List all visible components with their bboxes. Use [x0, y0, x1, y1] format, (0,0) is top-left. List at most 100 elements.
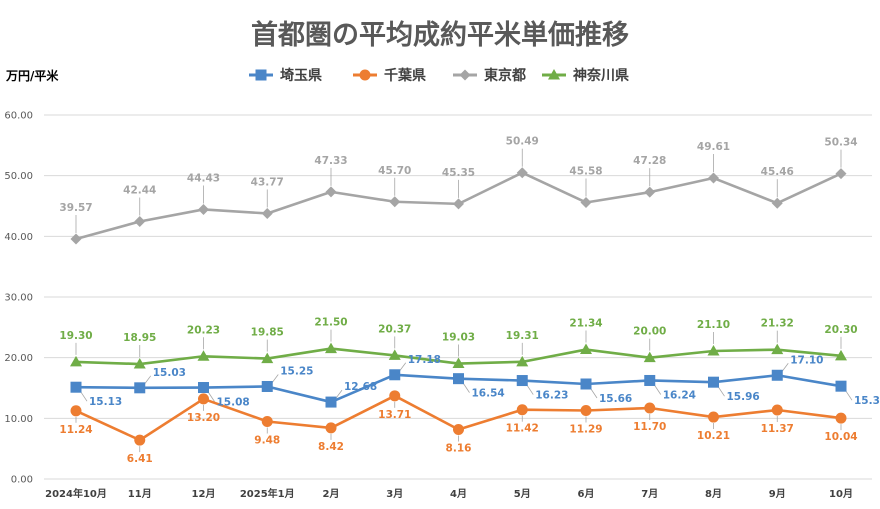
x-tick-label: 9月 [769, 488, 786, 500]
legend-label: 千葉県 [384, 67, 426, 84]
data-label: 20.37 [378, 323, 411, 335]
y-tick-label: 30.00 [4, 293, 33, 304]
data-point [198, 393, 209, 405]
x-tick-label: 4月 [450, 488, 467, 500]
legend: 埼玉県 千葉県 東京都 神奈川県 [249, 67, 629, 84]
y-tick-label: 50.00 [4, 171, 33, 182]
data-point [325, 342, 337, 354]
data-point [197, 350, 210, 361]
data-point [516, 404, 528, 416]
data-label: 47.28 [633, 155, 666, 167]
data-point [771, 404, 783, 416]
data-label: 43.77 [251, 176, 284, 188]
x-axis-ticks: 2024年10月 11月 12月 2025年1月 2月 3月 4月 5月 6月 7月 8月 9月 10月 [45, 487, 853, 500]
data-point [198, 382, 209, 394]
label-leader [526, 385, 534, 395]
legend-item-1[interactable]: 千葉県 [353, 67, 426, 84]
x-tick-label: 2月 [323, 488, 340, 500]
data-label: 45.70 [378, 165, 411, 177]
data-point [388, 349, 401, 360]
y-axis-unit-label: 万円/平米 [5, 68, 59, 83]
legend-item-2[interactable]: 東京都 [453, 67, 526, 84]
chart-title: 首都圏の平均成約平米単価推移 [251, 19, 629, 51]
data-label: 13.20 [187, 412, 220, 424]
legend-item-3[interactable]: 神奈川県 [542, 67, 629, 84]
data-point [516, 355, 529, 367]
data-point [835, 168, 847, 180]
data-label: 49.61 [697, 141, 730, 153]
data-label: 11.29 [569, 424, 602, 436]
data-point [771, 343, 784, 355]
data-label: 21.34 [569, 318, 602, 330]
data-point [452, 357, 465, 369]
data-label: 19.30 [59, 330, 92, 342]
data-point [644, 374, 656, 386]
data-point [835, 349, 847, 361]
y-tick-label: 0.00 [11, 475, 33, 486]
label-leader [144, 375, 152, 385]
legend-marker [548, 69, 560, 80]
data-label: 21.50 [314, 317, 347, 329]
label-leader [399, 362, 407, 372]
data-point [643, 351, 656, 363]
data-label: 16.24 [663, 389, 696, 401]
data-point [516, 167, 528, 179]
y-tick-label: 60.00 [4, 111, 33, 122]
legend-marker [459, 69, 471, 81]
data-label: 20.23 [187, 324, 220, 336]
data-label: 19.03 [442, 332, 475, 344]
data-label: 11.42 [506, 423, 539, 435]
data-label: 45.46 [761, 166, 794, 178]
data-point [70, 233, 82, 245]
data-point [261, 352, 274, 364]
data-point [707, 344, 720, 356]
x-tick-label: 8月 [705, 488, 722, 500]
data-label: 44.43 [187, 172, 220, 184]
series-markers [70, 167, 847, 446]
data-label: 18.95 [123, 332, 156, 344]
legend-marker [255, 69, 267, 81]
data-label: 16.23 [535, 390, 568, 402]
data-label: 19.31 [506, 330, 539, 342]
data-label: 6.41 [127, 453, 153, 465]
data-point [453, 423, 464, 435]
x-tick-label: 2025年1月 [240, 487, 295, 500]
label-leader [845, 390, 853, 401]
data-label: 10.21 [697, 430, 730, 442]
data-label-leaders [75, 148, 853, 453]
y-tick-label: 40.00 [4, 232, 33, 243]
data-label: 15.13 [89, 396, 122, 408]
data-point [453, 373, 464, 385]
data-label: 11.70 [633, 421, 666, 433]
data-point [771, 369, 783, 381]
data-label: 9.48 [254, 434, 280, 446]
data-label: 21.32 [761, 318, 794, 330]
label-leader [718, 386, 725, 397]
x-tick-label: 7月 [641, 488, 658, 500]
data-point [453, 198, 464, 210]
data-label: 20.00 [633, 326, 666, 338]
data-point [389, 390, 401, 402]
data-label: 45.35 [442, 167, 475, 179]
data-point [708, 411, 719, 423]
data-point [70, 381, 82, 393]
legend-item-0[interactable]: 埼玉県 [249, 67, 322, 84]
data-point [771, 197, 783, 209]
label-leader [335, 389, 343, 399]
y-tick-label: 10.00 [4, 414, 33, 425]
data-point [580, 196, 592, 208]
data-label: 12.68 [344, 381, 377, 393]
data-point [835, 380, 847, 392]
x-tick-label: 10月 [829, 488, 853, 500]
data-label: 13.71 [378, 409, 411, 421]
data-point [708, 172, 719, 184]
data-label: 16.54 [472, 388, 505, 400]
data-point [261, 207, 273, 219]
x-tick-label: 5月 [514, 488, 531, 500]
data-label: 11.24 [59, 424, 92, 436]
data-label: 17.18 [408, 354, 441, 366]
x-tick-label: 2024年10月 [45, 487, 107, 500]
data-point [835, 412, 847, 424]
data-label: 15.30 [854, 395, 880, 407]
